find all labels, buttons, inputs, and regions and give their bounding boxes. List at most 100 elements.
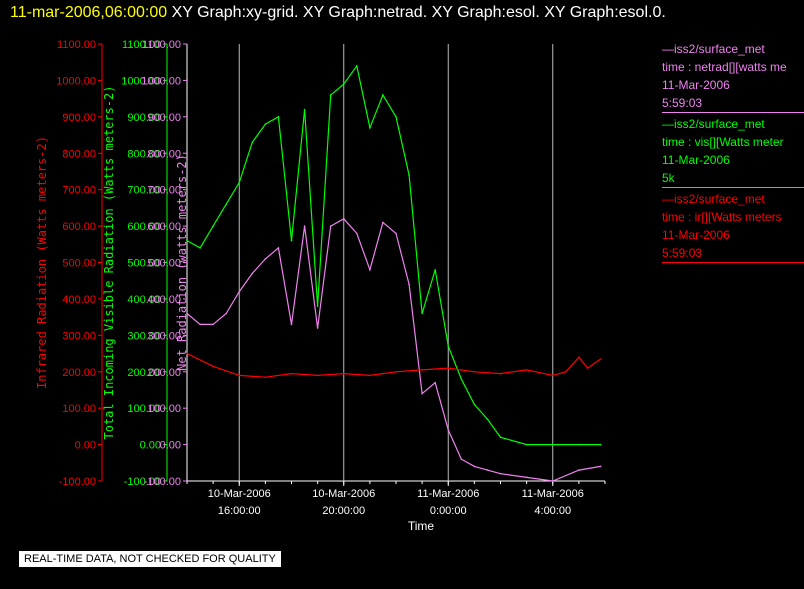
series-point <box>225 203 227 206</box>
y-tick-label: 200.00 <box>62 367 96 379</box>
y-axis-title: Net Radiation (watts meters-2) <box>175 154 189 371</box>
legend-entry-line4: 5:59:03 <box>662 96 703 110</box>
series-point <box>551 443 554 446</box>
y-axis-title: Infrared Radiation (Watts meters-2) <box>35 136 49 389</box>
series-point <box>212 323 214 326</box>
series-point <box>186 352 188 355</box>
series-point <box>447 345 450 348</box>
series-point <box>238 181 241 184</box>
quality-warning-label: REAL-TIME DATA, NOT CHECKED FOR QUALITY <box>19 551 281 567</box>
y-tick-label: 100.00 <box>62 403 96 415</box>
y-tick-label: 1100.00 <box>57 39 96 51</box>
y-tick-label: -100.00 <box>124 476 161 488</box>
series-point <box>525 369 528 371</box>
legend-entry-line2: time : netrad[][watts me <box>662 60 787 74</box>
y-tick-label: 600.00 <box>147 221 181 233</box>
series-point <box>395 370 397 373</box>
series-point <box>586 367 589 369</box>
series-point <box>238 374 241 377</box>
y-tick-label: 600.00 <box>127 221 161 233</box>
x-tick-label-time: 16:00:00 <box>218 505 261 517</box>
y-tick-label: 900.00 <box>62 112 96 124</box>
series-point <box>408 174 410 176</box>
series-point <box>225 312 227 315</box>
series-point <box>212 225 214 227</box>
legend-entry-line1: —iss2/surface_met <box>662 192 765 206</box>
series-point <box>356 232 358 235</box>
x-tick-label-date: 10-Mar-2006 <box>312 488 375 500</box>
series-point <box>356 65 358 67</box>
series-point <box>251 141 254 144</box>
series-point <box>329 94 332 96</box>
series-point <box>186 239 188 242</box>
legend-entry-line2: time : ir[][Watts meters <box>662 210 782 224</box>
y-tick-label: -100.00 <box>59 476 96 488</box>
series-point <box>447 429 450 431</box>
title-graph-list: XY Graph:xy-grid. XY Graph:netrad. XY Gr… <box>171 4 666 21</box>
y-tick-label: 700.00 <box>62 185 96 197</box>
series-point <box>473 403 476 406</box>
y-tick-label: 1000.00 <box>121 75 161 87</box>
series-point <box>329 225 332 227</box>
series-point <box>578 356 580 358</box>
series-point <box>486 469 489 471</box>
series-line <box>186 218 601 482</box>
series-point <box>395 116 397 118</box>
y-tick-label: 400.00 <box>62 294 96 306</box>
series-point <box>290 372 293 375</box>
series-line <box>186 352 601 378</box>
series-point <box>369 268 371 271</box>
series-point <box>486 418 489 420</box>
series-point <box>599 443 602 446</box>
y-tick-label: 800.00 <box>127 148 161 160</box>
series-point <box>290 239 293 242</box>
y-tick-label: 900.00 <box>147 112 181 124</box>
series-point <box>316 327 319 329</box>
series-point <box>290 323 293 326</box>
series-point <box>460 458 463 460</box>
series-point <box>525 476 528 479</box>
legend-entry: —iss2/surface_met time : netrad[][watts m… <box>662 40 804 113</box>
y-tick-label: 400.00 <box>127 294 161 306</box>
y-tick-label: 0.00 <box>160 440 181 452</box>
series-point <box>551 374 554 377</box>
y-tick-label: 0.00 <box>75 440 96 452</box>
series-point <box>434 268 436 271</box>
x-tick-label-date: 11-Mar-2006 <box>417 488 479 500</box>
y-tick-label: 200.00 <box>147 367 181 379</box>
series-point <box>499 436 502 439</box>
legend-entry-line4: 5:59:03 <box>662 246 703 260</box>
x-tick-label-time: 4:00:00 <box>534 505 571 517</box>
x-tick-label-date: 11-Mar-2006 <box>522 488 584 500</box>
series-point <box>499 372 502 375</box>
y-tick-label: 1100.00 <box>122 39 161 51</box>
legend-entry-line1: —iss2/surface_met <box>662 117 765 131</box>
y-tick-label: 400.00 <box>147 294 181 306</box>
series-point <box>421 392 423 395</box>
series-point <box>578 443 580 446</box>
window-title: 11-mar-2006,06:00:00 XY Graph:xy-grid. X… <box>10 4 666 22</box>
series-point <box>251 272 254 275</box>
y-tick-label: 1000.00 <box>56 75 96 87</box>
y-tick-label: 800.00 <box>147 148 181 160</box>
legend-entry-line4: 5k <box>662 171 675 185</box>
legend-entry: —iss2/surface_met time : vis[][Watts mete… <box>662 115 804 188</box>
y-tick-label: 100.00 <box>127 403 161 415</box>
series-point <box>599 465 602 468</box>
series-point <box>434 381 436 384</box>
y-axis-title: Total Incoming Visible Radiation (Watts … <box>102 85 116 439</box>
series-point <box>264 123 267 125</box>
series-point <box>525 443 528 446</box>
y-tick-label: 800.00 <box>62 148 96 160</box>
series-point <box>186 312 188 315</box>
series-point <box>316 374 319 377</box>
series-point <box>199 247 201 249</box>
y-tick-label: 1000.00 <box>141 75 181 87</box>
series-point <box>499 472 502 475</box>
series-point <box>303 108 306 111</box>
x-tick-label-time: 0:00:00 <box>430 505 467 517</box>
y-tick-label: 300.00 <box>62 330 96 342</box>
series-point <box>264 258 267 260</box>
